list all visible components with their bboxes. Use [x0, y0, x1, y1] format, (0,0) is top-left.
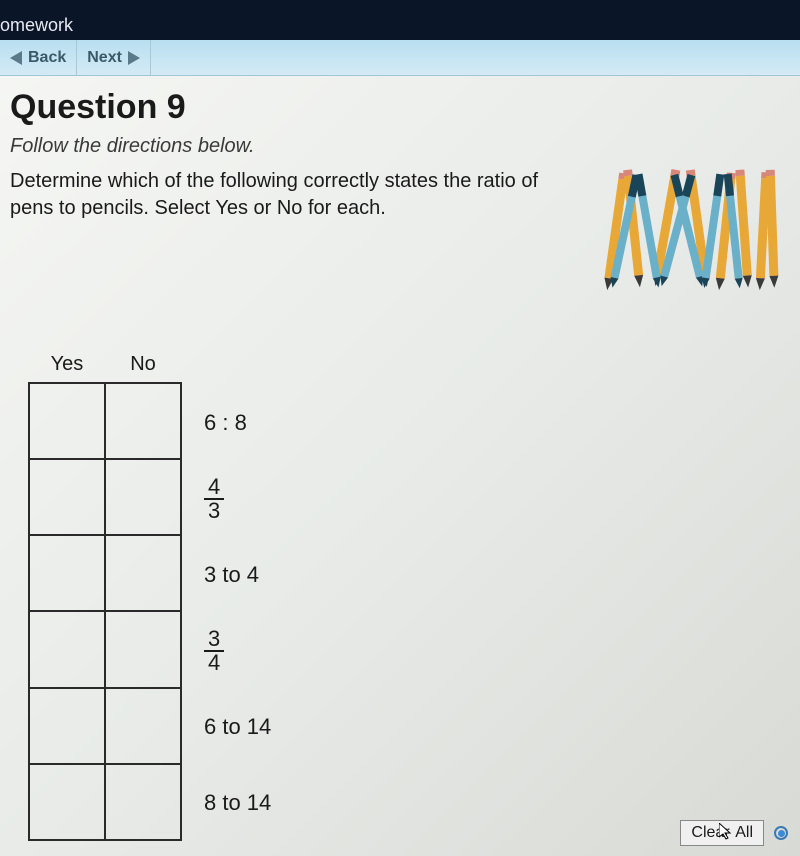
no-cell-1[interactable] — [105, 459, 181, 535]
clear-all-label: Clear All — [691, 824, 753, 841]
back-button[interactable]: Back — [0, 40, 77, 75]
row-label-4-text: 6 to 14 — [204, 714, 271, 740]
back-button-label: Back — [28, 49, 66, 67]
yes-cell-3[interactable] — [29, 611, 105, 687]
row-label-5: 8 to 14 — [204, 765, 271, 841]
yes-cell-2[interactable] — [29, 535, 105, 611]
topbar-label: omework — [0, 15, 73, 36]
yes-cell-4[interactable] — [29, 688, 105, 764]
arrow-right-icon — [128, 51, 140, 65]
row-labels-column: 6 : 8 4 3 3 to 4 3 4 6 to 14 8 — [204, 353, 271, 841]
no-cell-0[interactable] — [105, 383, 181, 459]
row-label-0: 6 : 8 — [204, 385, 271, 461]
header-no: No — [105, 353, 181, 383]
bottom-controls: Clear All — [680, 820, 788, 846]
clear-all-button[interactable]: Clear All — [680, 820, 764, 846]
table-row — [29, 383, 181, 459]
no-cell-2[interactable] — [105, 535, 181, 611]
row-label-2-text: 3 to 4 — [204, 562, 259, 588]
question-text: Determine which of the following correct… — [10, 168, 570, 222]
next-button[interactable]: Next — [77, 40, 151, 75]
radio-indicator[interactable] — [774, 826, 788, 840]
yes-cell-0[interactable] — [29, 383, 105, 459]
answer-table-area: Yes No — [28, 353, 790, 841]
pens-pencils-icon — [600, 168, 780, 298]
table-row — [29, 764, 181, 840]
fraction-icon: 3 4 — [204, 628, 224, 674]
question-content: Question 9 Follow the directions below. … — [0, 76, 800, 856]
fraction-den: 3 — [204, 500, 224, 522]
question-title: Question 9 — [10, 88, 790, 127]
row-label-3: 3 4 — [204, 613, 271, 689]
fraction-icon: 4 3 — [204, 476, 224, 522]
fraction-den: 4 — [204, 652, 224, 674]
yes-cell-1[interactable] — [29, 459, 105, 535]
fraction-num: 4 — [204, 476, 224, 500]
row-label-2: 3 to 4 — [204, 537, 271, 613]
table-row — [29, 459, 181, 535]
no-cell-3[interactable] — [105, 611, 181, 687]
yes-cell-5[interactable] — [29, 764, 105, 840]
row-label-4: 6 to 14 — [204, 689, 271, 765]
fraction-num: 3 — [204, 628, 224, 652]
row-label-0-text: 6 : 8 — [204, 410, 247, 436]
header-yes: Yes — [29, 353, 105, 383]
question-main-row: Determine which of the following correct… — [10, 168, 790, 303]
radio-dot-icon — [778, 830, 785, 837]
next-button-label: Next — [87, 49, 122, 67]
table-row — [29, 688, 181, 764]
app-topbar: omework — [0, 0, 800, 40]
arrow-left-icon — [10, 51, 22, 65]
answer-table: Yes No — [28, 353, 182, 841]
navigation-bar: Back Next — [0, 40, 800, 76]
no-cell-4[interactable] — [105, 688, 181, 764]
no-cell-5[interactable] — [105, 764, 181, 840]
row-label-5-text: 8 to 14 — [204, 790, 271, 816]
row-label-1: 4 3 — [204, 461, 271, 537]
table-row — [29, 611, 181, 687]
pens-pencils-image — [600, 168, 780, 303]
question-directions: Follow the directions below. — [10, 135, 790, 158]
table-row — [29, 535, 181, 611]
